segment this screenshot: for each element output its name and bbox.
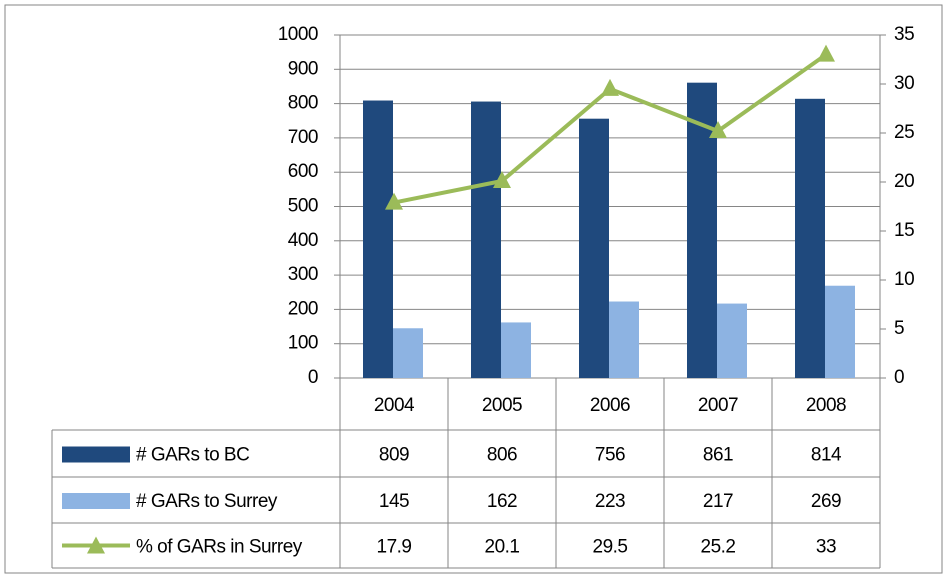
table-value: 756 bbox=[595, 445, 625, 466]
line-marker bbox=[385, 192, 403, 210]
y2-tick-label: 30 bbox=[894, 73, 914, 94]
y-tick-label: 900 bbox=[288, 58, 318, 79]
table-value: 33 bbox=[816, 537, 836, 558]
bar bbox=[393, 328, 423, 378]
y2-tick-label: 20 bbox=[894, 171, 914, 192]
line-marker bbox=[493, 171, 511, 189]
bar bbox=[609, 301, 639, 378]
y-tick-label: 500 bbox=[288, 196, 318, 217]
table-value: 809 bbox=[379, 445, 409, 466]
y2-tick-label: 25 bbox=[894, 122, 914, 143]
legend-label: % of GARs in Surrey bbox=[136, 537, 303, 558]
table-value: 25.2 bbox=[701, 537, 736, 558]
line-marker bbox=[709, 121, 727, 139]
bar bbox=[363, 100, 393, 378]
line-marker bbox=[817, 44, 835, 62]
table-value: 145 bbox=[379, 491, 409, 512]
y2-tick-label: 10 bbox=[894, 269, 914, 290]
x-tick-label: 2004 bbox=[374, 395, 415, 416]
legend-marker bbox=[87, 536, 105, 554]
y-tick-label: 1000 bbox=[278, 24, 318, 45]
x-tick-label: 2006 bbox=[590, 395, 630, 416]
bar bbox=[825, 285, 855, 378]
table-value: 814 bbox=[811, 445, 842, 466]
bar bbox=[471, 101, 501, 379]
table-value: 861 bbox=[703, 445, 733, 466]
line-marker bbox=[601, 78, 619, 96]
bar bbox=[687, 82, 717, 378]
bar bbox=[795, 98, 825, 378]
y-tick-label: 700 bbox=[288, 127, 318, 148]
x-tick-label: 2005 bbox=[482, 395, 522, 416]
legend-label: # GARs to BC bbox=[136, 445, 249, 466]
y2-tick-label: 35 bbox=[894, 24, 914, 45]
y-tick-label: 0 bbox=[308, 367, 318, 388]
y-tick-label: 200 bbox=[288, 298, 318, 319]
table-value: 217 bbox=[703, 491, 733, 512]
y2-tick-label: 15 bbox=[894, 220, 914, 241]
y2-tick-label: 0 bbox=[894, 367, 904, 388]
y-tick-label: 300 bbox=[288, 264, 318, 285]
y2-tick-label: 5 bbox=[894, 318, 904, 339]
legend-swatch bbox=[62, 493, 130, 509]
table-value: 20.1 bbox=[485, 537, 520, 558]
x-tick-label: 2007 bbox=[698, 395, 738, 416]
y-tick-label: 400 bbox=[288, 230, 318, 251]
bar bbox=[717, 303, 747, 378]
y-tick-label: 100 bbox=[288, 333, 318, 354]
bar bbox=[501, 322, 531, 378]
table-value: 806 bbox=[487, 445, 517, 466]
table-value: 162 bbox=[487, 491, 517, 512]
legend-label: # GARs to Surrey bbox=[136, 491, 278, 512]
y-tick-label: 600 bbox=[288, 161, 318, 182]
table-value: 17.9 bbox=[377, 537, 412, 558]
legend-swatch bbox=[62, 446, 130, 463]
y-tick-label: 800 bbox=[288, 93, 318, 114]
table-value: 269 bbox=[811, 491, 841, 512]
table-value: 29.5 bbox=[593, 537, 628, 558]
table-value: 223 bbox=[595, 491, 625, 512]
bar bbox=[579, 118, 609, 378]
x-tick-label: 2008 bbox=[806, 395, 846, 416]
